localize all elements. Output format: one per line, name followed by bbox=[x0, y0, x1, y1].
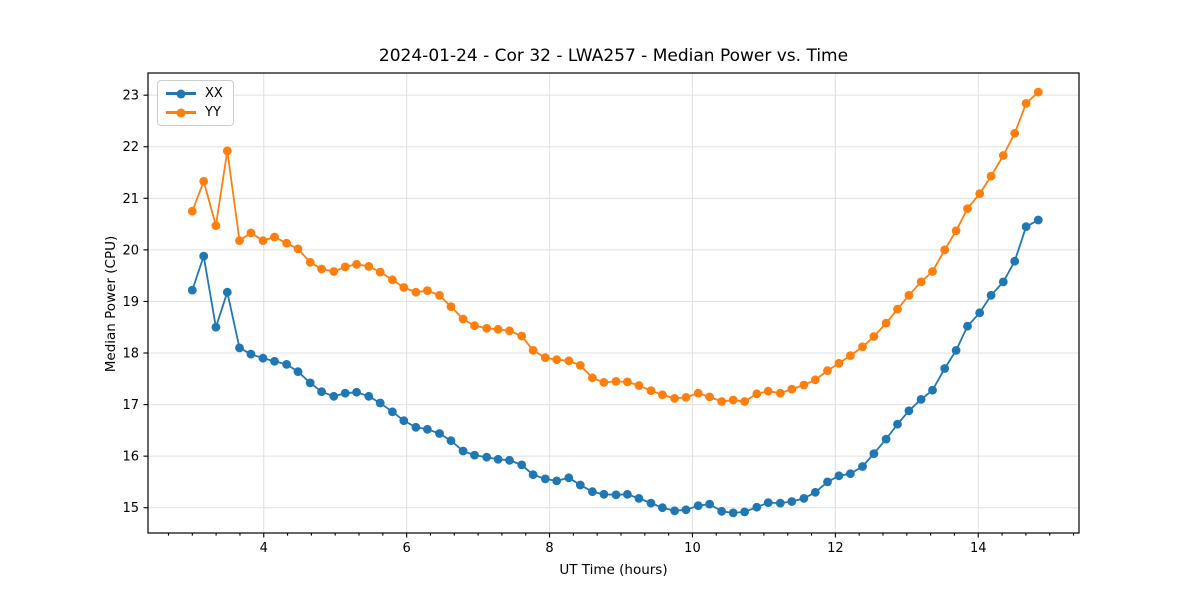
svg-text:6: 6 bbox=[403, 541, 411, 556]
series-YY-line bbox=[191, 91, 1040, 403]
tick-marks bbox=[143, 94, 1075, 538]
svg-text:23: 23 bbox=[122, 89, 139, 104]
series-XX-line bbox=[191, 219, 1040, 514]
tick-labels: 4 6 8 10 12 14 15 16 17 18 19 20 21 22 23 bbox=[122, 89, 986, 556]
legend-line-marker-icon bbox=[166, 89, 196, 98]
svg-text:21: 21 bbox=[122, 192, 139, 207]
svg-text:14: 14 bbox=[970, 541, 987, 556]
legend-dot-icon bbox=[176, 108, 186, 117]
legend-line-marker-icon bbox=[166, 108, 196, 117]
series-YY-markers bbox=[187, 87, 1043, 406]
svg-text:15: 15 bbox=[122, 501, 139, 516]
svg-text:20: 20 bbox=[122, 243, 139, 258]
gridlines bbox=[148, 73, 1079, 533]
svg-text:19: 19 bbox=[122, 295, 139, 310]
chart-title: 2024-01-24 - Cor 32 - LWA257 - Median Po… bbox=[378, 46, 849, 66]
svg-text:18: 18 bbox=[122, 347, 139, 362]
series-XX-markers bbox=[187, 215, 1043, 518]
svg-text:22: 22 bbox=[122, 140, 139, 155]
legend-label: YY bbox=[205, 105, 221, 120]
svg-text:10: 10 bbox=[684, 541, 701, 556]
legend-entry-YY: YY bbox=[162, 103, 227, 122]
axes-spines bbox=[147, 72, 1080, 534]
svg-text:16: 16 bbox=[122, 450, 139, 465]
legend-entry-XX: XX bbox=[162, 84, 227, 103]
svg-text:12: 12 bbox=[827, 541, 844, 556]
svg-text:8: 8 bbox=[545, 541, 553, 556]
legend-dot-icon bbox=[176, 89, 186, 98]
legend: XX YY bbox=[157, 80, 234, 126]
x-axis-label: UT Time (hours) bbox=[559, 562, 668, 578]
legend-label: XX bbox=[205, 86, 223, 101]
svg-text:17: 17 bbox=[122, 398, 139, 413]
svg-text:4: 4 bbox=[260, 541, 268, 556]
